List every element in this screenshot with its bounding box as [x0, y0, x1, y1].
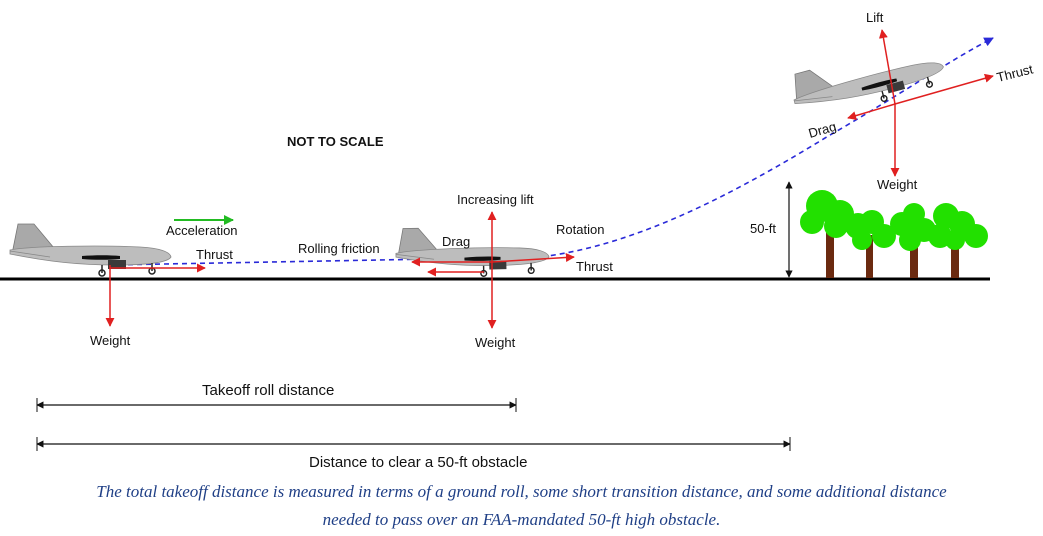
lift-arrow	[878, 29, 896, 105]
weight-label-3: Weight	[877, 177, 918, 192]
rolling-friction-label: Rolling friction	[298, 241, 380, 256]
aircraft-rotation	[394, 211, 575, 329]
weight-label-2: Weight	[475, 335, 516, 350]
lift-label: Lift	[866, 10, 884, 25]
caption-line-2: needed to pass over an FAA-mandated 50-f…	[322, 510, 721, 529]
obstacle-trees	[800, 190, 988, 278]
figure-caption: The total takeoff distance is measured i…	[0, 478, 1043, 534]
drag-label-3: Drag	[807, 119, 838, 141]
takeoff-distance-diagram: NOT TO SCALE Acceleration Thrust Rolling…	[0, 10, 1035, 471]
thrust-arrow-2	[491, 253, 575, 263]
not-to-scale-label: NOT TO SCALE	[287, 134, 384, 149]
thrust-label-2: Thrust	[576, 259, 613, 274]
clear-obstacle-distance-label: Distance to clear a 50-ft obstacle	[309, 454, 527, 471]
thrust-label-1: Thrust	[196, 247, 233, 262]
drag-label-2: Drag	[442, 234, 470, 249]
rotation-label: Rotation	[556, 222, 604, 237]
thrust-arrow-3	[894, 73, 994, 105]
thrust-label-3: Thrust	[995, 61, 1035, 85]
takeoff-roll-distance-label: Takeoff roll distance	[202, 382, 334, 399]
aircraft-climb	[786, 29, 994, 177]
caption-line-1: The total takeoff distance is measured i…	[96, 482, 947, 501]
increasing-lift-label: Increasing lift	[457, 192, 534, 207]
drag-arrow-3	[847, 103, 896, 121]
obstacle-height-label: 50-ft	[750, 221, 776, 236]
acceleration-label: Acceleration	[166, 223, 238, 238]
weight-label-1: Weight	[90, 333, 131, 348]
aircraft-ground-roll	[9, 215, 234, 327]
